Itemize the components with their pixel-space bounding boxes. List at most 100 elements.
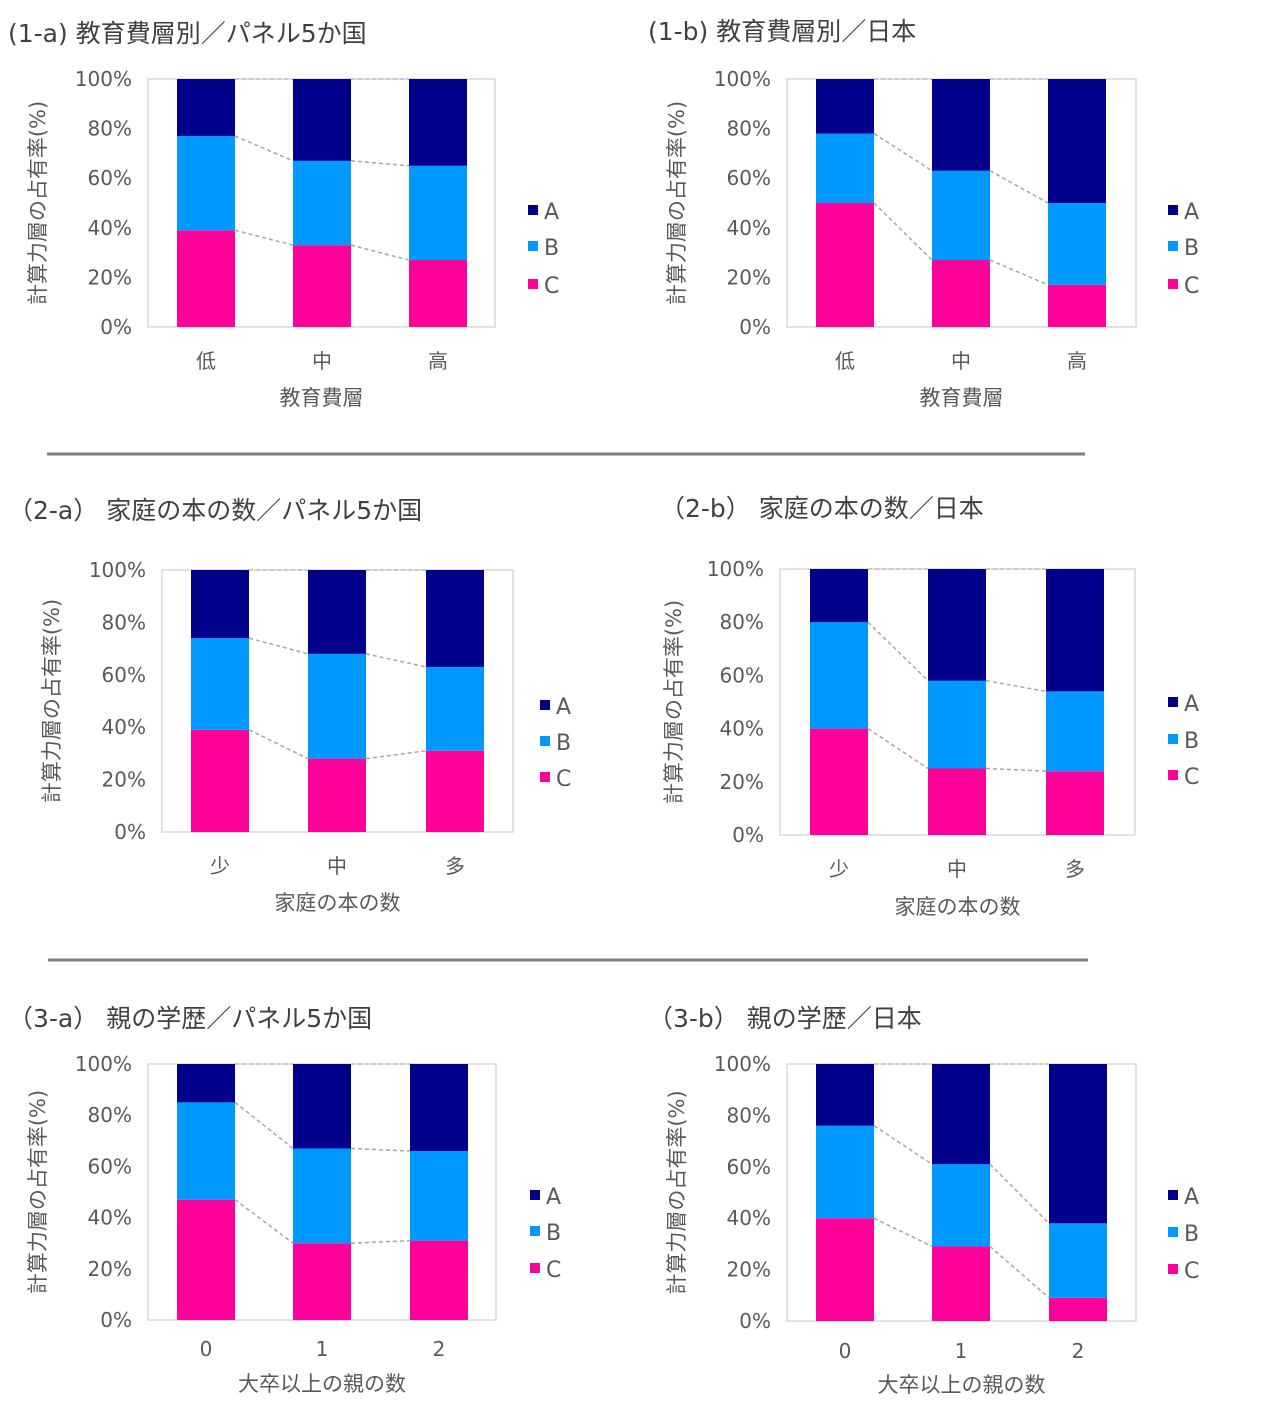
legend-label: B <box>556 731 571 756</box>
bar-segment-B <box>928 680 986 769</box>
bar-segment-B <box>293 1148 351 1244</box>
legend-swatch-A <box>528 205 538 215</box>
bar-segment-A <box>293 1064 351 1149</box>
series-connector-line <box>873 132 933 172</box>
y-tick-label: 80% <box>720 610 764 634</box>
legend-label: B <box>1184 236 1199 261</box>
y-tick-label: 60% <box>102 663 146 687</box>
legend-label: C <box>1184 274 1199 299</box>
x-tick-label: 中 <box>951 349 971 373</box>
bar-segment-C <box>409 260 467 327</box>
legend-label: C <box>546 1258 561 1283</box>
legend-swatch-C <box>1168 770 1178 780</box>
bar-segment-B <box>409 165 467 261</box>
bar-segment-C <box>293 1243 351 1320</box>
y-tick-label: 100% <box>707 557 764 581</box>
y-tick-label: 80% <box>102 610 146 634</box>
chart-title: (1-a) 教育費層別／パネル5か国 <box>8 19 367 48</box>
series-connector-line <box>234 1199 294 1244</box>
x-tick-label: 1 <box>316 1337 329 1361</box>
y-axis-label: 計算力層の占有率(%) <box>665 1090 689 1294</box>
y-tick-label: 20% <box>88 1257 132 1281</box>
bar-segment-B <box>308 653 366 759</box>
legend-swatch-B <box>1168 241 1178 251</box>
bar-segment-B <box>816 1125 874 1219</box>
bar-segment-A <box>816 79 874 134</box>
y-tick-label: 20% <box>720 770 764 794</box>
legend-label: A <box>1184 200 1199 225</box>
legend-swatch-A <box>1168 205 1178 215</box>
x-tick-label: 多 <box>1065 857 1085 881</box>
bar-segment-A <box>177 79 235 137</box>
x-tick-label: 0 <box>839 1339 852 1363</box>
series-connector-line <box>234 135 294 162</box>
x-axis-label: 教育費層 <box>920 386 1004 410</box>
legend-label: A <box>1184 1185 1199 1210</box>
bar-segment-A <box>1049 1064 1107 1224</box>
legend-label: B <box>544 236 559 261</box>
y-tick-label: 20% <box>102 768 146 792</box>
bar-segment-A <box>810 569 868 623</box>
bar-segment-C <box>1048 284 1106 327</box>
legend-label: A <box>546 1185 561 1210</box>
legend-label: B <box>546 1221 561 1246</box>
series-connector-line <box>989 259 1049 286</box>
legend-swatch-C <box>528 279 538 289</box>
legend-swatch-C <box>540 772 550 782</box>
x-tick-label: 低 <box>196 349 216 373</box>
bar-segment-B <box>426 666 484 751</box>
series-connector-line <box>365 653 427 668</box>
bar-segment-C <box>816 203 874 327</box>
y-tick-label: 80% <box>727 1103 771 1127</box>
legend-swatch-B <box>528 241 538 251</box>
y-tick-label: 40% <box>88 1206 132 1230</box>
y-axis-label: 計算力層の占有率(%) <box>40 599 64 803</box>
series-connector-line <box>873 202 933 261</box>
chart-title: （2-b） 家庭の本の数／日本 <box>660 494 984 523</box>
y-tick-label: 60% <box>720 663 764 687</box>
bar-segment-B <box>810 622 868 729</box>
x-tick-label: 高 <box>428 349 448 373</box>
y-tick-label: 20% <box>727 265 771 289</box>
legend-label: C <box>1184 1259 1199 1284</box>
y-tick-label: 40% <box>102 715 146 739</box>
y-tick-label: 80% <box>727 117 771 141</box>
x-tick-label: 2 <box>433 1337 446 1361</box>
bar-segment-A <box>177 1064 235 1103</box>
y-tick-label: 100% <box>75 67 132 91</box>
bar-segment-B <box>816 133 874 203</box>
y-tick-label: 40% <box>88 216 132 240</box>
legend-swatch-B <box>530 1226 540 1236</box>
x-tick-label: 少 <box>829 857 849 881</box>
x-tick-label: 中 <box>327 854 347 878</box>
bar-segment-A <box>410 1064 468 1152</box>
legend-label: C <box>556 767 571 792</box>
y-tick-label: 60% <box>88 166 132 190</box>
bar-segment-A <box>426 570 484 667</box>
bar-segment-B <box>410 1151 468 1241</box>
x-axis-label: 大卒以上の親の数 <box>238 1372 406 1396</box>
bar-segment-C <box>426 750 484 832</box>
bar-segment-B <box>1048 203 1106 285</box>
y-tick-label: 20% <box>727 1258 771 1282</box>
y-tick-label: 0% <box>739 1309 771 1333</box>
legend-label: B <box>1184 1222 1199 1247</box>
series-connector-line <box>873 1125 933 1165</box>
bar-segment-B <box>191 638 249 730</box>
legend-swatch-A <box>540 700 550 710</box>
legend-swatch-B <box>540 736 550 746</box>
bar-segment-A <box>409 79 467 166</box>
y-tick-label: 60% <box>88 1154 132 1178</box>
bar-segment-B <box>1046 691 1104 772</box>
series-connector-line <box>989 1245 1050 1299</box>
y-tick-label: 100% <box>714 67 771 91</box>
bar-segment-C <box>410 1240 468 1320</box>
series-connector-line <box>248 637 309 655</box>
y-tick-label: 0% <box>114 820 146 844</box>
bar-segment-B <box>177 136 235 231</box>
legend-label: A <box>544 200 559 225</box>
legend-label: C <box>1184 765 1199 790</box>
legend-label: B <box>1184 729 1199 754</box>
legend-swatch-B <box>1168 734 1178 744</box>
